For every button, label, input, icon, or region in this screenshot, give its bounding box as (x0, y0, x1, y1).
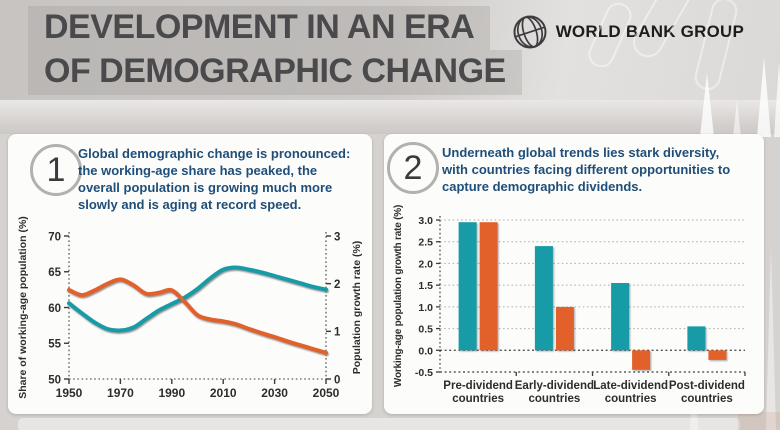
svg-text:1: 1 (334, 327, 341, 339)
svg-text:2.0: 2.0 (418, 258, 433, 270)
svg-text:50: 50 (48, 374, 61, 386)
panel-1-number-badge: 1 (30, 144, 82, 196)
svg-text:70: 70 (48, 231, 61, 243)
svg-text:65: 65 (48, 267, 61, 279)
panel-1-number: 1 (46, 150, 66, 189)
svg-text:1.5: 1.5 (418, 280, 433, 292)
title-line-2: OF DEMOGRAPHIC CHANGE (28, 50, 522, 95)
title-line-1: DEVELOPMENT IN AN ERA (28, 6, 491, 51)
svg-text:Early-dividend: Early-dividend (515, 380, 594, 392)
svg-text:0.5: 0.5 (418, 324, 433, 336)
svg-text:Working-age population growth: Working-age population growth rate (%) (393, 205, 404, 387)
svg-text:countries: countries (452, 393, 504, 405)
svg-text:countries: countries (681, 393, 733, 405)
svg-text:countries: countries (528, 393, 580, 405)
svg-text:55: 55 (48, 339, 61, 351)
panel-2-card: 2 Underneath global trends lies stark di… (384, 134, 764, 414)
svg-text:1.0: 1.0 (418, 302, 433, 314)
panel-2-number-badge: 2 (387, 142, 439, 194)
svg-text:3: 3 (334, 231, 340, 243)
svg-text:60: 60 (48, 303, 61, 315)
svg-text:2050: 2050 (313, 386, 340, 400)
header-sub-band (0, 100, 780, 134)
panel-2-caption: Underneath global trends lies stark dive… (442, 145, 731, 194)
svg-text:countries: countries (605, 393, 657, 405)
svg-text:-0.5: -0.5 (415, 367, 433, 379)
panel-1-caption: Global demographic change is pronounced:… (78, 146, 351, 212)
svg-text:0: 0 (334, 374, 340, 386)
svg-text:2.5: 2.5 (418, 237, 433, 249)
header: DEVELOPMENT IN AN ERA OF DEMOGRAPHIC CHA… (0, 0, 780, 100)
svg-text:0.0: 0.0 (418, 345, 433, 357)
svg-text:Pre-dividend: Pre-dividend (443, 380, 513, 392)
panel-2-number: 2 (403, 148, 423, 187)
svg-text:2010: 2010 (210, 386, 237, 400)
svg-text:Share of working-age populatio: Share of working-age population (%) (17, 216, 29, 399)
svg-text:1950: 1950 (56, 386, 83, 400)
svg-text:Post-dividend: Post-dividend (669, 380, 745, 392)
svg-text:1970: 1970 (107, 386, 134, 400)
line-chart: 50 55 60 65 70 0 1 2 3 1950 1970 1990 2010 2030 2050 Sh… (17, 216, 363, 400)
svg-text:2: 2 (334, 279, 340, 291)
world-bank-logo: WORLD BANK GROUP (511, 13, 744, 51)
bar-chart: 3.02.52.01.51.00.50.0-0.5Pre-dividendcou… (393, 205, 746, 405)
svg-text:3.0: 3.0 (418, 215, 433, 227)
page-title: DEVELOPMENT IN AN ERA OF DEMOGRAPHIC CHA… (28, 6, 522, 95)
svg-text:2030: 2030 (261, 386, 288, 400)
globe-icon (513, 15, 547, 49)
svg-text:Population growth rate (%): Population growth rate (%) (351, 241, 363, 375)
svg-text:1990: 1990 (158, 386, 185, 400)
panel-1-card: 1 Global demographic change is pronounce… (8, 134, 372, 414)
logo-text: WORLD BANK GROUP (555, 22, 744, 41)
svg-text:Late-dividend: Late-dividend (593, 380, 668, 392)
